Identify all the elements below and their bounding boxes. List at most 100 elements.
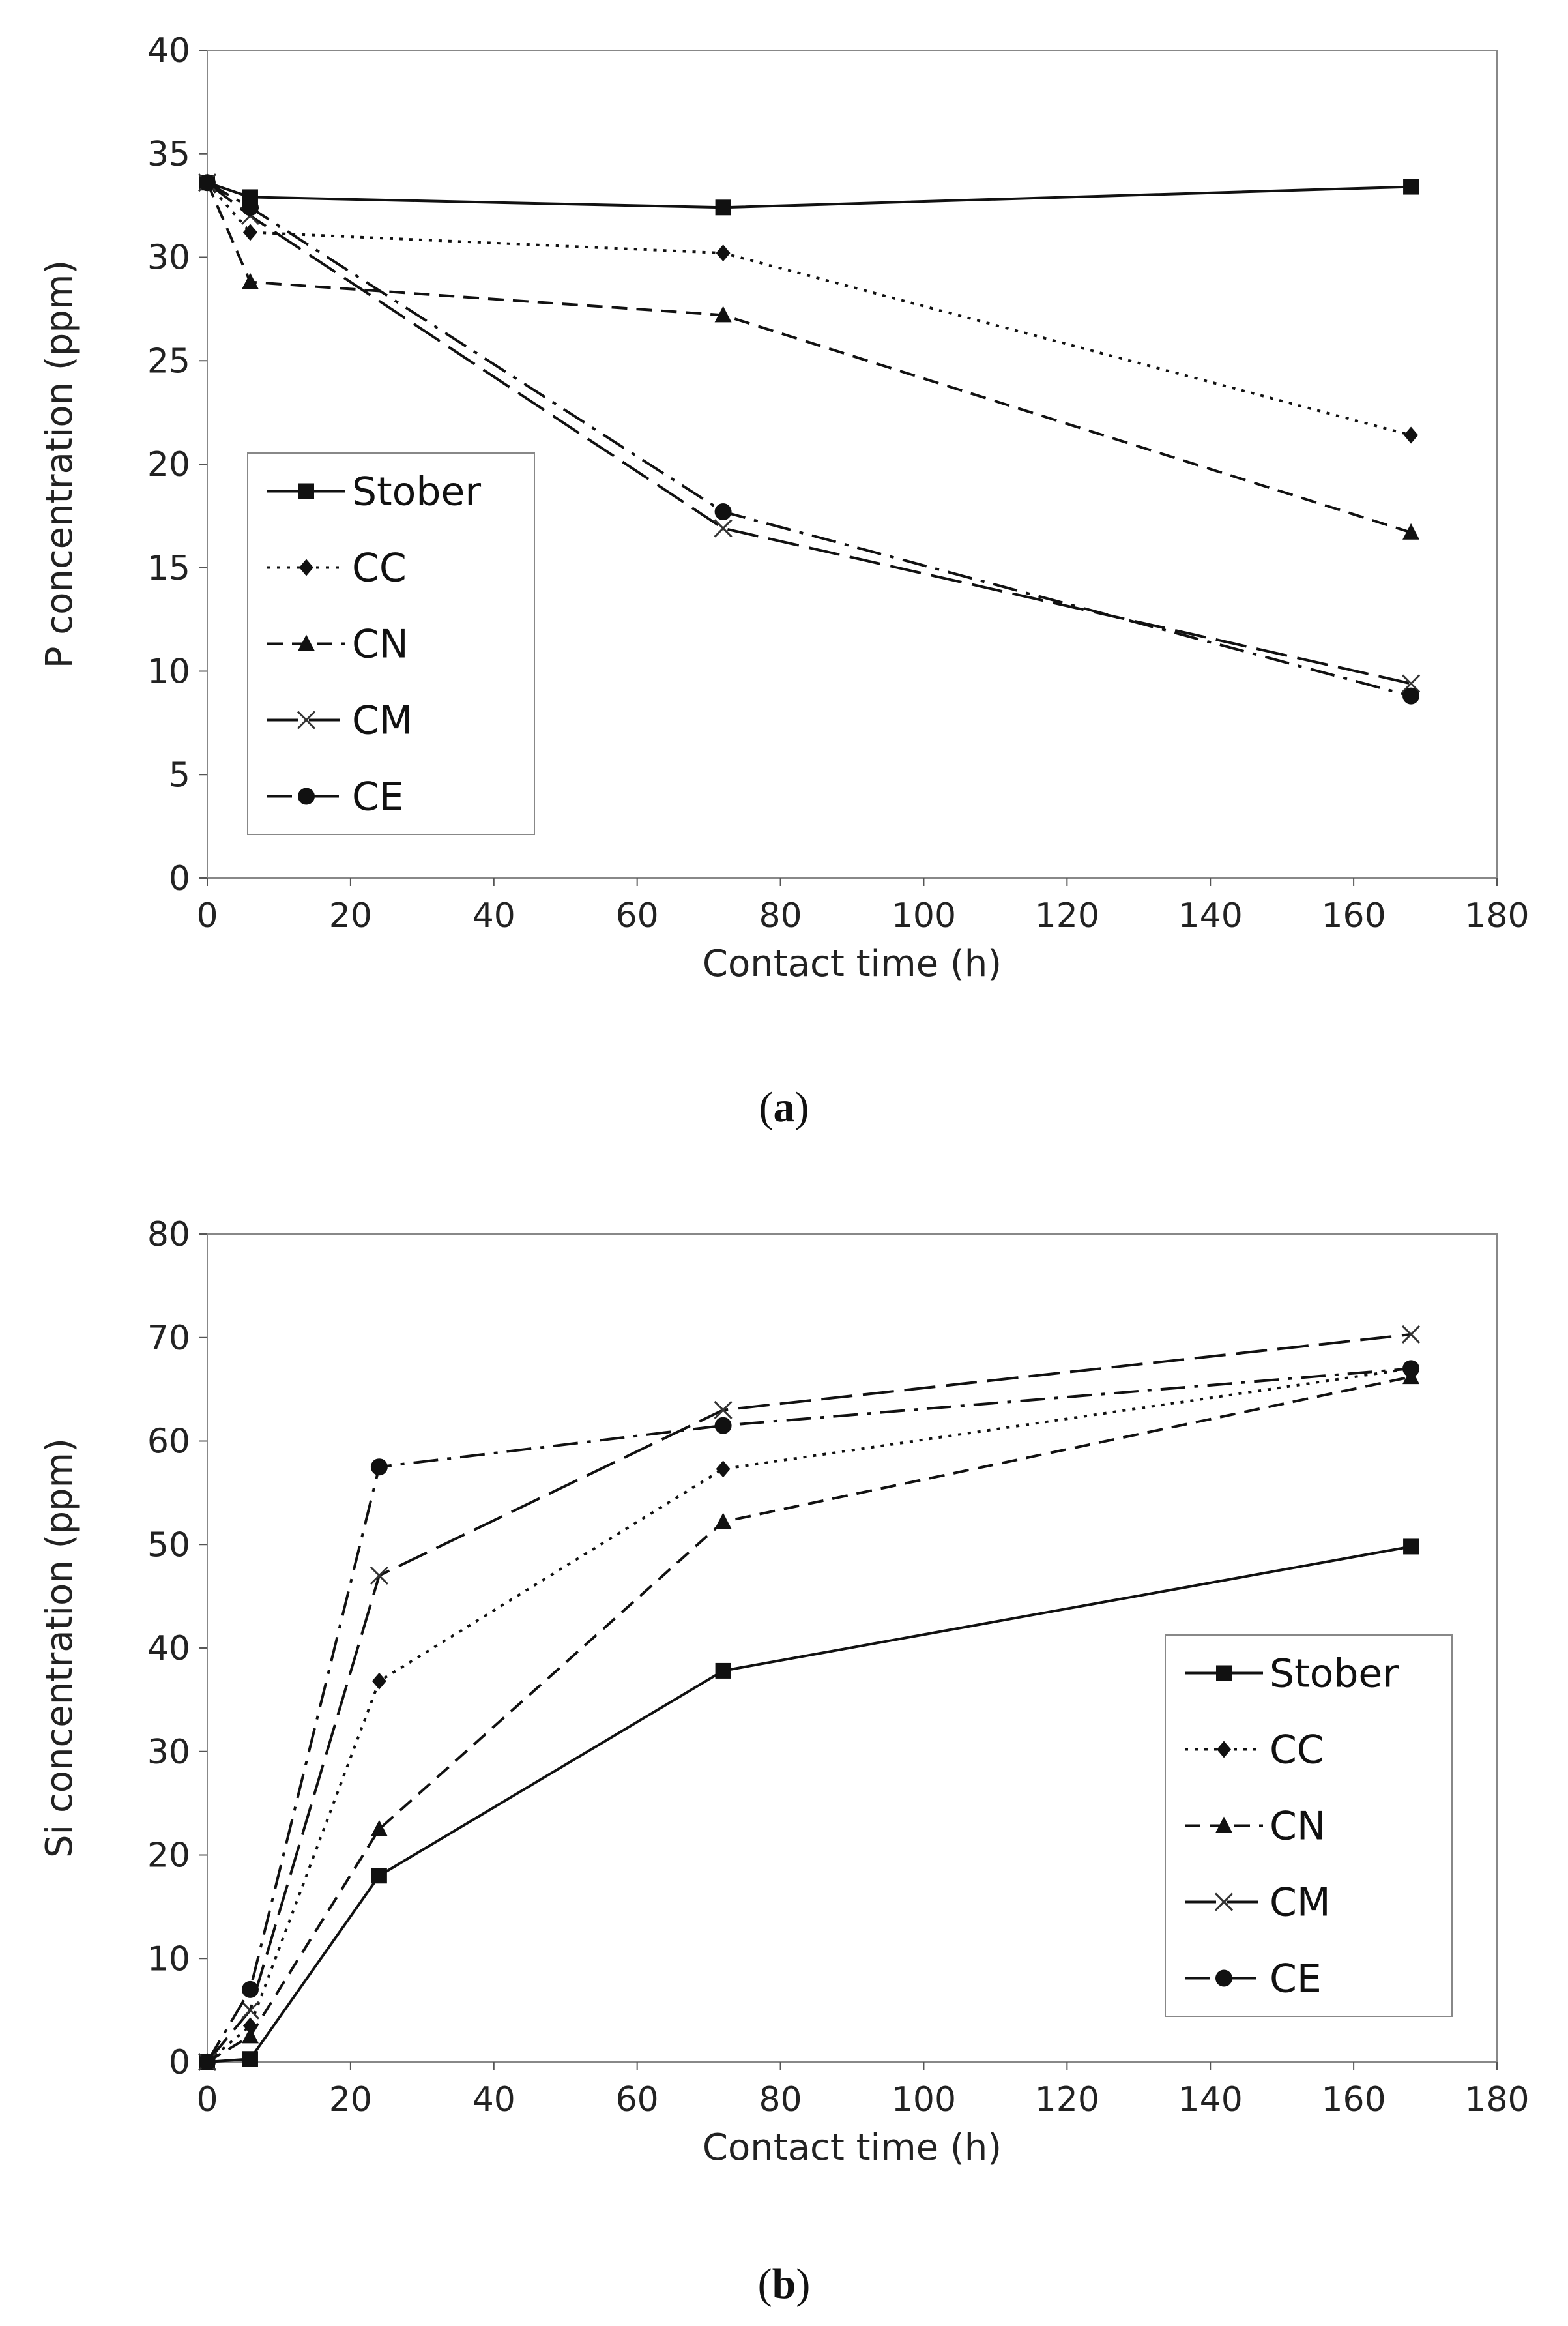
y-axis-label: Si concentration (ppm) (38, 1438, 81, 1858)
data-point-stober (371, 1868, 387, 1884)
series-cc (200, 174, 1419, 444)
legend-marker-ce (1215, 1969, 1232, 1987)
data-point-cn (370, 1819, 388, 1836)
data-point-cm (1402, 1325, 1421, 1344)
data-point-ce (1402, 687, 1420, 705)
data-point-cn (241, 2027, 259, 2044)
y-tick-label: 10 (147, 1939, 190, 1979)
legend-marker-cn (298, 634, 315, 651)
y-tick-label: 35 (147, 135, 190, 174)
data-point-stober (1403, 179, 1419, 195)
x-tick-label: 60 (616, 2080, 659, 2119)
data-point-cn (714, 1512, 732, 1529)
x-tick-label: 180 (1464, 2080, 1529, 2119)
legend-label-cn: CN (1270, 1804, 1326, 1849)
data-point-cc (716, 244, 731, 262)
x-axis-label: Contact time (h) (703, 943, 1002, 985)
y-tick-label: 0 (169, 2043, 190, 2082)
legend: Stober CC CN CM CE (1165, 1634, 1453, 2017)
data-point-cc (1404, 426, 1419, 444)
x-tick-label: 40 (472, 2080, 515, 2119)
data-point-cm (240, 2001, 260, 2020)
x-tick-label: 20 (329, 2080, 372, 2119)
y-tick-label: 60 (147, 1422, 190, 1462)
data-point-cc (242, 224, 257, 241)
data-point-stober (715, 199, 731, 216)
y-tick-label: 0 (169, 859, 190, 898)
legend-label-cc: CC (352, 546, 407, 591)
x-axis-label: Contact time (h) (703, 2127, 1002, 2169)
y-axis-label: P concentration (ppm) (38, 260, 81, 669)
y-tick-label: 5 (169, 756, 190, 795)
legend-label-ce: CE (1270, 1956, 1322, 2002)
x-tick-label: 80 (759, 896, 802, 935)
series-line-cm (206, 181, 1412, 685)
data-point-ce (199, 174, 216, 192)
data-point-cc (716, 1460, 731, 1478)
legend-marker-stober (1216, 1665, 1232, 1681)
legend-label-ce: CE (352, 774, 404, 820)
data-point-ce (714, 503, 732, 521)
data-point-stober (242, 2051, 258, 2067)
y-tick-label: 25 (147, 342, 190, 381)
legend-label-cc: CC (1270, 1728, 1324, 1773)
legend-label-cn: CN (352, 622, 409, 668)
chart-panel-b: 0 10 20 30 40 50 60 70 80 0 20 40 60 80 100 120 140 160 18… (38, 1215, 1530, 2169)
x-tick-label: 40 (472, 896, 515, 935)
series-cm (197, 173, 1421, 693)
data-point-cm (1402, 674, 1421, 693)
y-tick-label: 30 (147, 1733, 190, 1772)
x-tick-label: 140 (1178, 2080, 1243, 2119)
x-tick-label: 140 (1178, 896, 1243, 935)
data-point-stober (1403, 1538, 1419, 1555)
x-tick-label: 80 (759, 2080, 802, 2119)
legend-marker-cm (1214, 1892, 1234, 1911)
x-tick-label: 0 (196, 2080, 218, 2119)
x-tick-label: 120 (1035, 896, 1099, 935)
data-point-cn (1402, 523, 1420, 540)
y-tick-label: 40 (147, 1629, 190, 1668)
legend-marker-stober (298, 483, 314, 499)
data-point-cm (714, 1400, 733, 1419)
data-point-cn (241, 272, 259, 289)
x-tick-label: 120 (1035, 2080, 1099, 2119)
series-line-ce (206, 181, 1412, 698)
series-line-cc (206, 181, 1412, 437)
panel-caption-b: (b) (758, 2260, 811, 2308)
legend-marker-cm (297, 711, 316, 729)
x-tick-label: 160 (1321, 896, 1386, 935)
y-tick-label: 20 (147, 445, 190, 484)
y-tick-label: 20 (147, 1836, 190, 1876)
legend-marker-cn (1215, 1816, 1232, 1833)
data-point-ce (370, 1458, 388, 1476)
x-tick-label: 0 (196, 896, 218, 935)
legend-label-cm: CM (352, 698, 413, 744)
data-point-stober (715, 1662, 731, 1679)
y-tick-label: 15 (147, 549, 190, 588)
legend-marker-ce (298, 788, 315, 805)
data-point-ce (241, 1980, 259, 1998)
data-point-cc (371, 1672, 386, 1690)
legend: Stober CC CN CM CE (247, 452, 535, 835)
y-tick-label: 70 (147, 1319, 190, 1358)
chart-panel-a: 0 5 10 15 20 25 30 35 40 0 20 40 60 80 100 120 140 160 180… (38, 31, 1530, 985)
y-tick-label: 30 (147, 239, 190, 278)
series-line-cn (206, 1376, 1412, 2063)
data-point-ce (1402, 1360, 1420, 1377)
x-tick-label: 180 (1464, 896, 1529, 935)
series-ce (199, 174, 1420, 705)
series-line-cn (206, 182, 1412, 534)
x-tick-label: 100 (892, 2080, 956, 2119)
x-tick-label: 100 (892, 896, 956, 935)
data-point-ce (714, 1417, 732, 1434)
data-point-cn (714, 306, 732, 323)
y-tick-label: 10 (147, 653, 190, 692)
series-ce (199, 1360, 1420, 2070)
series-line-stober (207, 181, 1412, 209)
legend-label-cm: CM (1270, 1880, 1331, 1926)
x-tick-label: 20 (329, 896, 372, 935)
x-tick-label: 160 (1321, 2080, 1386, 2119)
y-tick-label: 80 (147, 1215, 190, 1254)
data-point-cm (370, 1566, 388, 1585)
